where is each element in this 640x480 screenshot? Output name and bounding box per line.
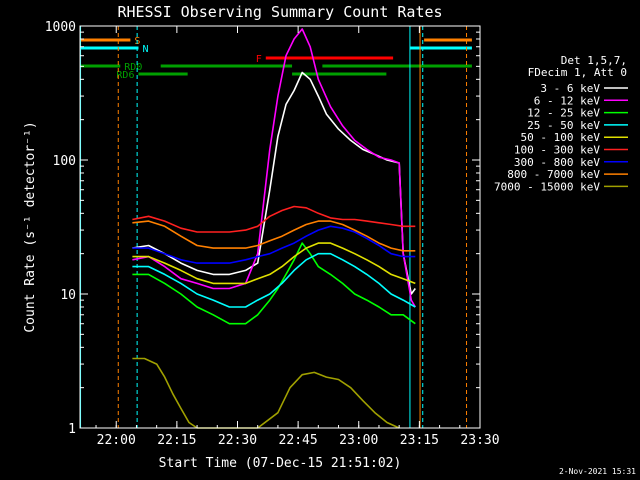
x-axis-label: Start Time (07-Dec-15 21:51:02) (159, 456, 402, 471)
series-line-6 (132, 225, 416, 264)
x-axis: 22:00 22:15 22:30 22:45 23:00 23:15 23:30 (95, 26, 500, 448)
flag-label-n: N (142, 44, 148, 55)
flag-label-rd0: RD0 (124, 62, 142, 73)
x-tick-label-2: 22:30 (218, 433, 257, 448)
y-tick-label-2: 100 (53, 154, 76, 169)
series-line-3 (132, 252, 416, 308)
y-tick-label-3: 1000 (45, 20, 76, 35)
y-tick-label-0: 1 (68, 422, 76, 437)
series-line-8 (132, 357, 400, 429)
legend-header-line-0: Det 1,5,7, (561, 54, 627, 67)
y-axis-label: Count Rate (s⁻¹ detector⁻¹) (23, 121, 38, 332)
x-tick-label-5: 23:15 (400, 433, 439, 448)
footer-timestamp: 2-Nov-2021 15:31 (559, 467, 636, 476)
plot-frame (79, 25, 481, 429)
series-line-5 (132, 205, 416, 233)
x-tick-label-6: 23:30 (460, 433, 499, 448)
legend-header-line-1: FDecim 1, Att 0 (528, 66, 627, 79)
legend-label-8: 7000 - 15000 keV (494, 180, 600, 193)
x-tick-label-0: 22:00 (97, 433, 136, 448)
x-tick-label-3: 22:45 (279, 433, 318, 448)
legend-label-5: 100 - 300 keV (514, 144, 600, 157)
legend-label-0: 3 - 6 keV (540, 82, 600, 95)
flag-label-rd6: RD6 (116, 70, 134, 81)
flag-label-f: F (256, 54, 262, 65)
x-tick-label-4: 23:00 (339, 433, 378, 448)
x-tick-label-1: 22:15 (157, 433, 196, 448)
series-line-4 (132, 242, 416, 285)
y-tick-label-1: 10 (60, 288, 76, 303)
legend-label-3: 25 - 50 keV (527, 119, 600, 132)
series-line-1 (132, 28, 416, 308)
legend-label-1: 6 - 12 keV (534, 94, 601, 107)
chart-title: RHESSI Observing Summary Count Rates (117, 3, 442, 21)
legend-label-7: 800 - 7000 keV (507, 168, 600, 181)
y-axis: 1 10 100 1000 (45, 20, 480, 437)
legend-label-6: 300 - 800 keV (514, 156, 600, 169)
legend-label-2: 12 - 25 keV (527, 107, 600, 120)
series-lines (132, 28, 416, 429)
series-line-7 (132, 220, 416, 252)
legend-label-4: 50 - 100 keV (521, 131, 601, 144)
series-line-2 (132, 242, 416, 325)
